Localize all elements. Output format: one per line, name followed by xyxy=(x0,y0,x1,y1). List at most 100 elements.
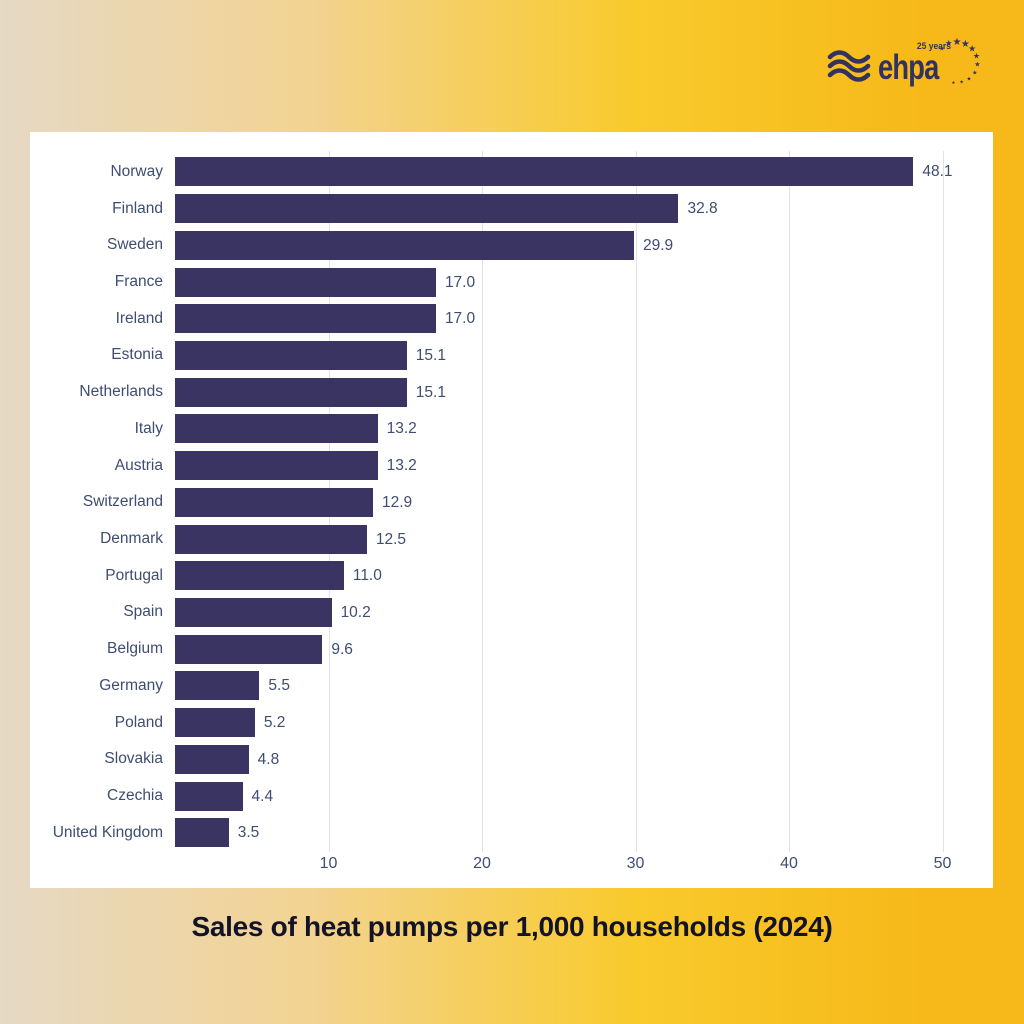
chart-title: Sales of heat pumps per 1,000 households… xyxy=(191,911,833,942)
value-label: 3.5 xyxy=(237,824,260,842)
gridline xyxy=(482,151,483,852)
bar-track: 12.5 xyxy=(175,524,975,554)
bar-track: 11.0 xyxy=(175,561,975,591)
bar-track: 13.2 xyxy=(175,451,975,481)
value-label: 17.0 xyxy=(444,310,476,328)
bar-row: Netherlands 15.1 xyxy=(30,374,975,411)
bar-track: 4.4 xyxy=(175,781,975,811)
country-label: Sweden xyxy=(106,236,163,254)
bar-track: 3.5 xyxy=(175,818,975,848)
value-label: 9.6 xyxy=(331,640,353,658)
bar-row: Austria 13.2 xyxy=(30,447,975,484)
bar-track: 17.0 xyxy=(175,304,975,334)
bar xyxy=(175,671,260,701)
bar-track: 5.5 xyxy=(175,671,975,701)
bar xyxy=(175,818,229,848)
waves-icon xyxy=(827,50,871,82)
country-label: Denmark xyxy=(100,530,163,548)
svg-text:★: ★ xyxy=(939,45,945,53)
bar-row: Germany 5.5 xyxy=(30,668,975,705)
country-label: Belgium xyxy=(107,640,163,658)
bar xyxy=(175,414,378,444)
x-tick-label: 30 xyxy=(626,855,645,872)
country-label: Germany xyxy=(99,676,163,694)
value-label: 4.4 xyxy=(251,787,274,805)
bar-track: 13.2 xyxy=(175,414,975,444)
value-label: 12.5 xyxy=(375,530,407,548)
bar-track: 15.1 xyxy=(175,340,975,370)
bar xyxy=(175,597,332,627)
bar-row: Switzerland 12.9 xyxy=(30,484,975,521)
bar-track: 48.1 xyxy=(175,157,975,187)
bar-track: 10.2 xyxy=(175,597,975,627)
bar-track: 12.9 xyxy=(175,487,975,517)
country-label: Estonia xyxy=(111,346,163,364)
value-label: 15.1 xyxy=(415,383,446,401)
bar-chart: Norway 48.1 Finland 32.8 Sweden 29.9 France 17.… xyxy=(30,154,975,852)
country-label: Italy xyxy=(134,419,163,437)
svg-text:★: ★ xyxy=(972,69,977,76)
value-label: 11.0 xyxy=(352,567,382,585)
bar xyxy=(175,267,436,297)
svg-text:★: ★ xyxy=(959,80,964,86)
bar-track: 5.2 xyxy=(175,708,975,738)
bar xyxy=(175,377,407,407)
value-label: 5.5 xyxy=(268,677,290,695)
svg-text:★: ★ xyxy=(951,80,955,86)
brand-text: ehpa xyxy=(878,48,940,87)
bar-row: Sweden 29.9 xyxy=(30,227,975,264)
svg-text:★: ★ xyxy=(961,39,970,50)
bar xyxy=(175,561,344,591)
value-label: 15.1 xyxy=(415,346,446,364)
country-label: Netherlands xyxy=(79,383,163,401)
anniversary-text: 25 years xyxy=(917,41,951,52)
country-label: Portugal xyxy=(105,566,163,584)
bar-row: Spain 10.2 xyxy=(30,594,975,631)
bar-row: Czechia 4.4 xyxy=(30,778,975,815)
bar xyxy=(175,524,367,554)
svg-text:★: ★ xyxy=(973,52,980,61)
gridline xyxy=(942,151,944,852)
value-label: 5.2 xyxy=(263,714,286,732)
value-label: 29.9 xyxy=(642,236,674,254)
value-label: 32.8 xyxy=(687,200,718,218)
x-tick-label: 10 xyxy=(319,855,338,872)
bar-row: Slovakia 4.8 xyxy=(30,741,975,778)
bar-track: 4.8 xyxy=(175,744,975,774)
bar-track: 15.1 xyxy=(175,377,975,407)
bar xyxy=(175,708,255,738)
bar-row: Poland 5.2 xyxy=(30,704,975,741)
bar xyxy=(175,230,634,260)
country-label: United Kingdom xyxy=(52,823,163,841)
value-label: 10.2 xyxy=(340,603,371,621)
bar-row: Belgium 9.6 xyxy=(30,631,975,668)
value-label: 48.1 xyxy=(922,163,953,181)
svg-text:★: ★ xyxy=(967,77,972,83)
bar xyxy=(175,157,914,187)
country-label: France xyxy=(114,273,163,291)
gridline xyxy=(635,151,637,852)
svg-text:★: ★ xyxy=(953,37,962,48)
bar xyxy=(175,304,436,334)
country-label: Switzerland xyxy=(82,493,163,511)
bar xyxy=(175,451,378,481)
value-label: 12.9 xyxy=(382,493,413,511)
country-label: Austria xyxy=(114,456,163,474)
bar-row: Finland 32.8 xyxy=(30,190,975,227)
bar-row: Denmark 12.5 xyxy=(30,521,975,558)
country-label: Finland xyxy=(112,199,163,217)
x-axis: 10 20 30 40 50 xyxy=(175,855,975,877)
bar xyxy=(175,634,323,664)
bar-track: 9.6 xyxy=(175,634,975,664)
bar xyxy=(175,487,373,517)
country-label: Norway xyxy=(110,162,163,180)
svg-text:★: ★ xyxy=(974,61,980,69)
bar-track: 32.8 xyxy=(175,194,975,224)
bar-row: Italy 13.2 xyxy=(30,411,975,448)
bar-row: Estonia 15.1 xyxy=(30,337,975,374)
gridline xyxy=(789,151,790,852)
value-label: 13.2 xyxy=(386,457,417,475)
value-label: 4.8 xyxy=(257,750,280,768)
bar xyxy=(175,194,679,224)
svg-text:★: ★ xyxy=(968,44,976,54)
